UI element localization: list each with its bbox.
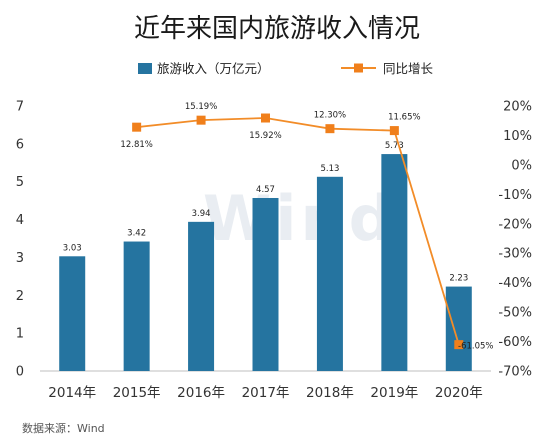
bar-labels: 3.03 3.42 3.94 4.57 5.13 5.73 2.23	[63, 141, 469, 284]
bar	[252, 197, 279, 371]
growth-value-label: 12.30%	[314, 111, 346, 121]
growth-marker	[132, 122, 142, 132]
bar	[188, 221, 215, 371]
x-tick-label: 2019年	[370, 385, 418, 401]
watermark: Wind	[203, 182, 397, 255]
growth-series	[132, 113, 464, 350]
growth-marker	[389, 126, 399, 136]
bar-value-label: 3.42	[127, 229, 146, 239]
y-axis-right: 20% 10% 0% -10% -20% -30% -40% -50% -60% -70%	[498, 100, 532, 380]
x-tick-label: 2014年	[48, 385, 96, 401]
bar-value-label: 3.94	[192, 209, 211, 219]
bar	[123, 241, 150, 371]
legend-swatch-marker	[354, 63, 363, 73]
growth-value-label: 11.65%	[388, 113, 420, 123]
y-right-tick-label: 10%	[503, 129, 532, 144]
legend-swatch-bar	[138, 63, 152, 74]
y-right-tick-label: -10%	[498, 188, 532, 203]
growth-marker	[454, 340, 464, 350]
x-tick-label: 2018年	[306, 385, 354, 401]
y-left-tick-label: 5	[16, 175, 24, 190]
y-left-tick-label: 0	[16, 365, 24, 380]
legend-label-line: 同比增长	[383, 61, 434, 76]
x-tick-label: 2020年	[435, 385, 483, 401]
growth-value-label: 15.19%	[185, 102, 217, 112]
x-axis: 2014年 2015年 2016年 2017年 2018年 2019年 2020年	[48, 385, 482, 401]
bar-value-label: 2.23	[449, 274, 468, 284]
legend-label-bar: 旅游收入（万亿元）	[157, 61, 270, 76]
bar-value-label: 5.13	[320, 164, 339, 174]
growth-line	[136, 117, 460, 345]
y-right-tick-label: -70%	[498, 365, 532, 380]
bar	[381, 154, 408, 371]
growth-value-label: 15.92%	[249, 131, 281, 141]
bar	[59, 256, 86, 371]
bar-value-label: 5.73	[385, 141, 404, 151]
y-left-tick-label: 4	[16, 213, 24, 228]
y-left-tick-label: 1	[16, 327, 24, 342]
y-right-tick-label: 20%	[503, 100, 532, 115]
legend: 旅游收入（万亿元） 同比增长	[138, 61, 434, 76]
y-left-tick-label: 3	[16, 251, 24, 266]
y-left-tick-label: 7	[16, 100, 24, 115]
y-right-tick-label: -20%	[498, 217, 532, 232]
bar	[316, 176, 343, 371]
y-right-tick-label: -30%	[498, 247, 532, 262]
bar	[445, 286, 472, 371]
source-note: 数据来源：Wind	[22, 421, 105, 435]
bar-value-label: 4.57	[256, 185, 275, 195]
y-left-tick-label: 2	[16, 289, 24, 304]
y-right-tick-label: -60%	[498, 335, 532, 350]
growth-marker	[196, 115, 206, 125]
y-right-tick-label: -40%	[498, 276, 532, 291]
x-tick-label: 2016年	[177, 385, 225, 401]
bars	[59, 154, 472, 371]
bar-value-label: 3.03	[63, 243, 82, 253]
growth-marker	[325, 124, 335, 134]
growth-labels: 12.81% 15.19% 15.92% 12.30% 11.65% -61.05%	[120, 102, 493, 351]
chart-title: 近年来国内旅游收入情况	[134, 14, 420, 44]
growth-value-label: 12.81%	[120, 140, 152, 150]
y-right-tick-label: -50%	[498, 306, 532, 321]
growth-marker	[261, 113, 270, 123]
x-tick-label: 2015年	[113, 385, 161, 401]
y-axis-left: 0 1 2 3 4 5 6 7	[16, 100, 24, 380]
y-left-tick-label: 6	[16, 137, 24, 152]
growth-value-label: -61.05%	[458, 342, 493, 352]
x-tick-label: 2017年	[242, 385, 290, 401]
y-right-tick-label: 0%	[511, 158, 532, 173]
